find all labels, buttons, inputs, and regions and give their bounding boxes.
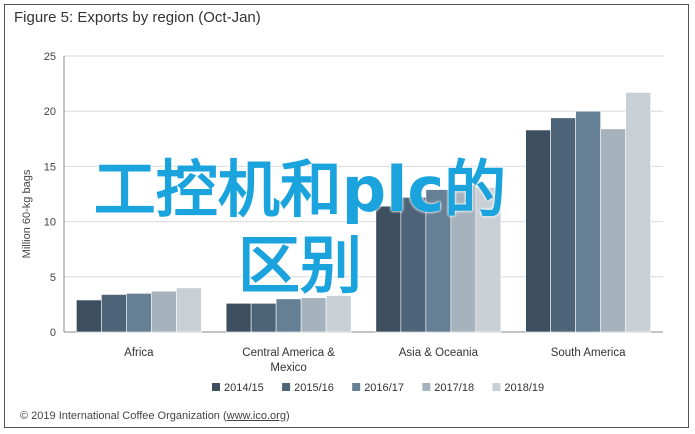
bar[interactable] [151,290,177,333]
bar[interactable] [550,117,576,333]
source-note: © 2019 International Coffee Organization… [20,410,290,422]
legend-swatch [352,383,361,391]
bar[interactable] [225,302,252,333]
legend-label: 2018/19 [504,382,544,394]
source-text: © 2019 International Coffee Organization… [20,410,227,422]
bar[interactable] [575,110,601,333]
bar[interactable] [400,197,427,333]
bar[interactable] [275,298,302,333]
x-tick-label: Central America & [242,347,335,359]
bar[interactable] [76,299,102,333]
legend-label: 2016/17 [364,382,404,394]
x-tick-label: Africa [124,347,154,359]
chart-title: Figure 5: Exports by region (Oct-Jan) [14,9,261,26]
bar[interactable] [425,189,452,333]
source-link[interactable]: www.ico.org [226,410,286,422]
y-tick-label: 5 [50,272,56,284]
legend-label: 2014/15 [224,382,264,394]
bar[interactable] [600,128,626,333]
bar[interactable] [101,294,127,333]
legend-swatch [282,383,291,391]
legend-label: 2017/18 [434,382,474,394]
legend-swatch [422,383,431,391]
bar[interactable] [525,129,551,333]
x-tick-label: Asia & Oceania [399,347,479,359]
x-tick-label: South America [551,347,626,359]
y-tick-label: 10 [44,217,56,229]
y-tick-label: 15 [44,161,56,173]
bar[interactable] [300,297,327,333]
bar[interactable] [450,183,477,333]
bar[interactable] [250,302,277,333]
legend-swatch [492,383,501,391]
legend-swatch [212,383,220,391]
y-tick-label: 25 [44,51,56,63]
y-tick-label: 0 [50,327,56,339]
bar[interactable] [625,92,651,333]
legend-label: 2015/16 [294,382,334,394]
bar[interactable] [176,287,202,333]
source-close: ) [285,410,290,422]
y-axis-label: Million 60-kg bags [21,169,33,258]
bar[interactable] [375,205,402,333]
x-tick-label: Mexico [270,362,306,374]
chart-frame [4,4,689,428]
bar[interactable] [475,187,502,333]
bar[interactable] [325,295,352,333]
y-tick-label: 20 [44,106,56,118]
bar[interactable] [126,293,152,333]
